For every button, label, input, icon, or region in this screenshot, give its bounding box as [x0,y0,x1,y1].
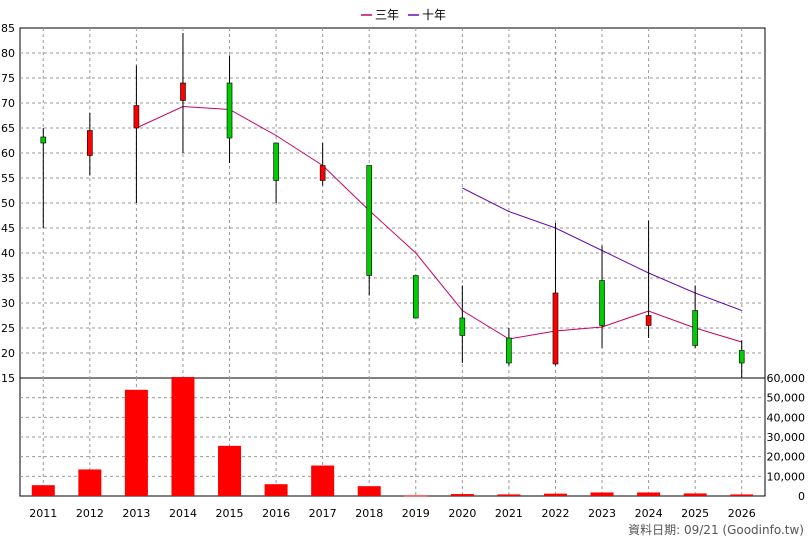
candle-body [738,350,745,364]
candle-body [599,280,605,326]
volume-bar [497,494,521,496]
price-tick-label: 80 [1,47,15,60]
volume-bar [357,486,381,496]
volume-bar [264,484,288,496]
x-tick-label: 2012 [76,507,104,520]
volume-bar [404,495,428,497]
x-tick-label: 2016 [262,507,290,520]
candle-body [180,82,186,101]
x-tick-label: 2013 [122,507,150,520]
volume-tick-label: 30,000 [767,431,806,444]
volume-bar [311,465,335,496]
x-tick-label: 2022 [541,507,569,520]
volume-bar [218,445,242,496]
volume-tick-label: 10,000 [767,470,806,483]
x-tick-label: 2021 [495,507,523,520]
price-tick-label: 85 [1,22,15,35]
price-tick-label: 15 [1,372,15,385]
legend-label-10yr: 十年 [422,8,446,22]
axis-labels: 152025303540455055606570758085010,00020,… [1,22,805,520]
price-tick-label: 50 [1,197,15,210]
price-tick-label: 30 [1,297,15,310]
price-tick-label: 45 [1,222,15,235]
volume-bar [171,377,195,496]
price-tick-label: 65 [1,122,15,135]
candle-body [366,165,373,276]
price-tick-label: 70 [1,97,15,110]
candle-body [87,130,93,156]
candle-body [40,136,47,144]
x-tick-label: 2025 [681,507,709,520]
x-tick-label: 2015 [216,507,244,520]
price-tick-label: 20 [1,347,15,360]
x-tick-label: 2014 [169,507,197,520]
volume-bar [78,469,102,496]
price-tick-label: 55 [1,172,15,185]
price-tick-label: 35 [1,272,15,285]
volume-bar [31,485,55,496]
candlesticks [40,33,745,378]
x-tick-label: 2026 [728,507,756,520]
price-tick-label: 40 [1,247,15,260]
x-tick-label: 2017 [309,507,337,520]
x-tick-label: 2011 [29,507,57,520]
candle-body [412,275,419,319]
data-source-footer: 資料日期: 09/21 (Goodinfo.tw) [628,523,804,537]
candle-body [319,165,326,181]
x-tick-label: 2024 [635,507,663,520]
volume-bar [683,493,707,496]
x-tick-label: 2018 [355,507,383,520]
candle-body [645,315,652,326]
volume-tick-label: 50,000 [767,392,806,405]
legend-label-3yr: 三年 [375,8,399,22]
volume-bar [450,494,474,496]
volume-tick-label: 20,000 [767,451,806,464]
volume-bars [31,377,754,497]
candle-body [273,142,279,181]
volume-bar [124,389,148,496]
candle-body [506,337,512,364]
candle-body [692,310,698,346]
x-tick-label: 2019 [402,507,430,520]
price-tick-label: 25 [1,322,15,335]
candle-body [459,317,466,336]
volume-bar [730,494,754,496]
x-tick-label: 2020 [448,507,476,520]
candle-body [133,105,140,129]
legend: 三年 十年 [361,8,446,22]
volume-bar [543,493,567,496]
price-tick-label: 75 [1,72,15,85]
ma-line [136,105,742,343]
volume-tick-label: 40,000 [767,411,806,424]
x-tick-label: 2023 [588,507,616,520]
volume-bar [590,492,614,496]
price-tick-label: 60 [1,147,15,160]
volume-tick-label: 0 [798,490,805,503]
volume-tick-label: 60,000 [767,372,806,385]
candle-body [552,292,559,365]
volume-bar [637,492,661,496]
candle-body [226,82,233,139]
